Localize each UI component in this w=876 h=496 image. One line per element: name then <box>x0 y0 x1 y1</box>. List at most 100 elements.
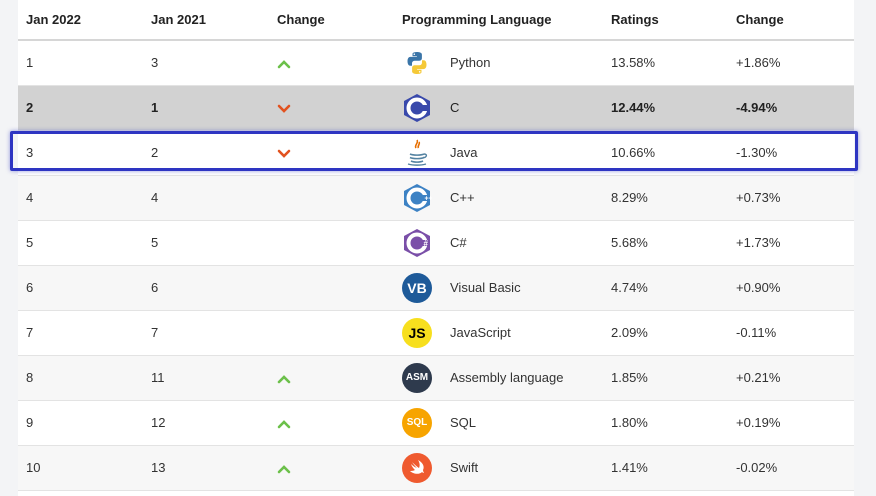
svg-text:++: ++ <box>425 195 433 202</box>
rank-2022-cell: 6 <box>18 265 143 311</box>
rank-2022-cell: 2 <box>18 85 143 131</box>
sql-icon: SQL <box>402 407 432 438</box>
ratings-cell: 13.58% <box>603 40 728 86</box>
ratings-change-cell: +0.73% <box>728 175 854 221</box>
trend-cell <box>269 85 394 131</box>
language-name: Python <box>450 55 491 71</box>
ratings-change-cell: +0.19% <box>728 400 854 446</box>
table-row[interactable]: 3 2 Java 10.66% -1.30% <box>18 130 854 176</box>
rank-2021-cell: 6 <box>143 265 269 311</box>
table-row[interactable]: 7 7 JS JavaScript 2.09% -0.11% <box>18 310 854 356</box>
ratings-cell: 8.29% <box>603 175 728 221</box>
ratings-change-cell: +0.21% <box>728 355 854 401</box>
table-row[interactable]: 9 12 SQL SQL 1.80% +0.19% <box>18 400 854 446</box>
language-name: Java <box>450 145 478 160</box>
rank-2022-cell: 9 <box>18 400 143 446</box>
rank-2021-cell: 12 <box>143 400 269 446</box>
language-cell: JS JavaScript <box>394 310 603 356</box>
table-row[interactable]: 2 1 C 12.44% -4.94% <box>18 85 854 131</box>
rank-2022-cell: 7 <box>18 310 143 356</box>
ratings-change-cell: +0.90% <box>728 265 854 311</box>
js-icon: JS <box>402 317 432 348</box>
ratings-change-cell: -0.02% <box>728 445 854 491</box>
ratings-cell: 1.41% <box>603 445 728 491</box>
header-ratings[interactable]: Ratings <box>603 0 728 41</box>
trend-cell <box>269 220 394 266</box>
ratings-cell: 1.85% <box>603 355 728 401</box>
ratings-cell: 4.74% <box>603 265 728 311</box>
ratings-cell: 5.68% <box>603 220 728 266</box>
svg-text:#: # <box>424 239 429 248</box>
trend-up-icon <box>277 418 291 430</box>
language-cell: Swift <box>394 445 603 491</box>
table-row[interactable]: 5 5 # C# 5.68% +1.73% <box>18 220 854 266</box>
rank-2021-cell: 2 <box>143 130 269 176</box>
table-row[interactable]: 4 4 ++ C++ 8.29% +0.73% <box>18 175 854 221</box>
rank-2021-cell: 11 <box>143 355 269 401</box>
rank-2022-cell: 8 <box>18 355 143 401</box>
trend-up-icon <box>277 58 291 70</box>
language-name: C# <box>450 235 467 250</box>
language-cell: Java <box>394 130 603 176</box>
java-icon <box>402 138 432 168</box>
rank-2021-cell: 3 <box>143 40 269 86</box>
c-icon <box>402 93 432 123</box>
language-name: Visual Basic <box>450 280 521 295</box>
trend-cell <box>269 310 394 356</box>
header-ratings-change[interactable]: Change <box>728 0 854 41</box>
rank-2022-cell: 5 <box>18 220 143 266</box>
header-jan-2021[interactable]: Jan 2021 <box>143 0 269 41</box>
cpp-icon: ++ <box>402 183 432 213</box>
rank-2022-cell: 1 <box>18 40 143 86</box>
ratings-change-cell: -0.11% <box>728 310 854 356</box>
header-jan-2022[interactable]: Jan 2022 <box>18 0 143 41</box>
trend-cell <box>269 130 394 176</box>
table-row[interactable]: 6 6 VB Visual Basic 4.74% +0.90% <box>18 265 854 311</box>
csharp-icon: # <box>402 228 432 258</box>
language-ranking-panel: Jan 2022 Jan 2021 Change Programming Lan… <box>18 0 854 496</box>
table-header-row: Jan 2022 Jan 2021 Change Programming Lan… <box>18 0 854 41</box>
trend-cell <box>269 40 394 86</box>
ratings-cell: 12.44% <box>603 85 728 131</box>
table-row[interactable]: 8 11 ASM Assembly language 1.85% +0.21% <box>18 355 854 401</box>
table-row[interactable]: 1 3 Python 13.58% +1.86% <box>18 40 854 86</box>
trend-cell <box>269 400 394 446</box>
header-programming-language[interactable]: Programming Language <box>394 0 603 41</box>
language-name: Swift <box>450 460 479 475</box>
python-icon <box>402 48 432 78</box>
trend-up-icon <box>277 373 291 385</box>
language-name: C++ <box>450 190 475 205</box>
rank-2022-cell: 4 <box>18 175 143 221</box>
rank-2021-cell: 1 <box>143 85 269 131</box>
ratings-change-cell: +1.73% <box>728 220 854 266</box>
ratings-change-cell: -1.30% <box>728 130 854 176</box>
language-cell: C <box>394 85 603 131</box>
ratings-change-cell: +1.86% <box>728 40 854 86</box>
table-row[interactable]: 10 13 Swift 1.41% -0.02% <box>18 445 854 491</box>
trend-cell <box>269 175 394 221</box>
rank-2021-cell: 13 <box>143 445 269 491</box>
rank-2021-cell: 5 <box>143 220 269 266</box>
ratings-cell: 1.80% <box>603 400 728 446</box>
language-cell: ASM Assembly language <box>394 355 603 401</box>
rank-2021-cell: 4 <box>143 175 269 221</box>
asm-icon: ASM <box>402 362 432 393</box>
trend-up-icon <box>277 463 291 475</box>
language-name: SQL <box>450 415 477 430</box>
rank-2022-cell: 10 <box>18 445 143 491</box>
language-cell: Python <box>394 40 603 86</box>
swift-icon <box>402 452 432 483</box>
trend-cell <box>269 355 394 401</box>
header-rank-change[interactable]: Change <box>269 0 394 41</box>
rank-2021-cell: 7 <box>143 310 269 356</box>
rank-2022-cell: 3 <box>18 130 143 176</box>
trend-down-icon <box>277 148 291 160</box>
language-name: C <box>450 100 460 115</box>
language-cell: VB Visual Basic <box>394 265 603 311</box>
ratings-cell: 2.09% <box>603 310 728 356</box>
ratings-cell: 10.66% <box>603 130 728 176</box>
vb-icon: VB <box>402 272 432 303</box>
language-cell: # C# <box>394 220 603 266</box>
ratings-change-cell: -4.94% <box>728 85 854 131</box>
language-cell: SQL SQL <box>394 400 603 446</box>
